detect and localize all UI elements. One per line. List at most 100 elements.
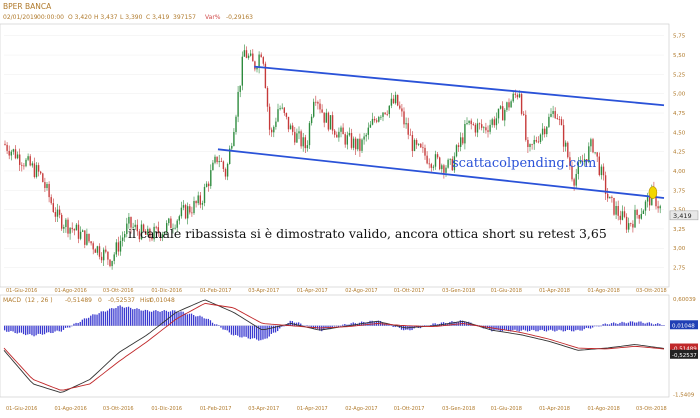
macd-hist-bar [566,325,569,330]
candle-body [212,162,214,171]
candle-body [277,109,279,122]
macd-hist-bar [182,311,184,326]
candle-body [424,147,426,156]
candle-body [151,237,153,240]
candle-body [338,131,340,138]
candle-body [220,161,222,162]
macd-hist-bar [142,310,144,326]
candle-body [98,246,101,257]
candle-body [174,227,176,229]
macd-hist-bar [392,325,394,327]
candle-body [296,133,298,143]
signal-line [3,302,665,391]
candle-body [136,224,138,232]
candle-body [315,101,317,103]
candle-body [126,223,128,235]
macd-hist-bar [348,324,350,326]
candle-body [12,149,15,152]
candle-body [394,94,397,104]
candle-body [331,115,334,131]
macd-hist-bar [29,325,31,335]
macd-hist-bar [37,325,39,334]
macd-value-1: -0,51489 [65,297,92,304]
macd-hist-bar [430,325,432,326]
macd-hist-bar [249,325,251,340]
candle-body [300,131,302,147]
candle-body [121,237,124,241]
candle-body [602,166,605,176]
macd-hist-bar [20,325,23,333]
macd-hist-bar [495,325,497,330]
price-y-tick: 5,75 [673,34,686,40]
macd-hist-bar [119,305,121,326]
candle-body [205,183,208,187]
candle-body [340,127,342,132]
candle-body [159,233,162,238]
macd-hist-bar [657,323,659,326]
macd-hist-bar [545,325,548,332]
candle-body [520,94,523,114]
candle-body [258,54,260,68]
volume-label: 397157 [173,14,196,21]
candle-body [533,139,535,145]
price-x-tick: 03-Ott-2018 [636,288,667,294]
macd-y-axis: 0,60039 -1,5409 0,01048 -0,51489-0,52537 [670,297,698,399]
candle-body [63,227,65,229]
candle-body [155,226,157,228]
macd-panel-frame [0,294,670,398]
macd-hist-bar [560,325,562,331]
macd-hist-bar [46,325,48,333]
candle-body [222,161,225,169]
macd-hist-bar [211,322,214,326]
candle-body [153,226,155,240]
candle-body [373,118,376,121]
macd-hist-bar [535,325,537,332]
macd-hist-bar [564,325,566,332]
candle-body [344,134,346,145]
macd-hist-bar [350,323,352,326]
candle-body [502,106,504,121]
candle-body [418,143,420,145]
candle-body [441,165,443,170]
macd-hist-bar [199,315,201,326]
macd-hist-bar [470,322,472,326]
candle-body [304,137,306,149]
macd-x-tick: 03-Gen-2018 [442,406,475,412]
candle-body [250,53,252,56]
macd-hist-bar [579,325,581,331]
macd-hist-bar [138,308,140,326]
macd-hist-bar [113,308,115,326]
candle-body [4,143,6,145]
candle-body [413,140,416,151]
macd-hist-bar [453,321,455,326]
macd-hist-bar [531,325,533,330]
candle-body [119,240,122,252]
macd-hist-bar [499,325,501,332]
candle-body [449,158,451,160]
macd-hist-bar [235,325,237,335]
candle-body [481,124,483,128]
candle-body [432,166,435,168]
macd-hist-bar [403,325,405,331]
candle-body [371,118,374,125]
price-y-axis: 5,75 5,50 5,25 5,00 4,75 4,50 4,25 4,00 3,75 3,50… [673,34,686,272]
candle-body [646,196,649,202]
macd-hist-bar [251,325,254,339]
macd-hist-bar [169,311,172,326]
macd-hist-bar [295,322,298,326]
candle-body [399,105,401,109]
candle-body [128,216,130,224]
candle-body [583,159,586,163]
macd-hist-bar [130,307,132,326]
macd-hist-bar [27,325,29,335]
price-x-tick: 02-Ago-2017 [345,288,377,294]
macd-hist-bar [8,325,10,332]
candle-body [166,223,168,232]
candle-body [539,134,542,142]
candle-body [434,154,437,167]
candle-body [325,112,327,123]
price-y-tick: 5,00 [673,92,686,98]
macd-hist-bar [655,323,657,326]
candle-body [140,224,143,240]
macd-hist-bar [659,323,661,326]
